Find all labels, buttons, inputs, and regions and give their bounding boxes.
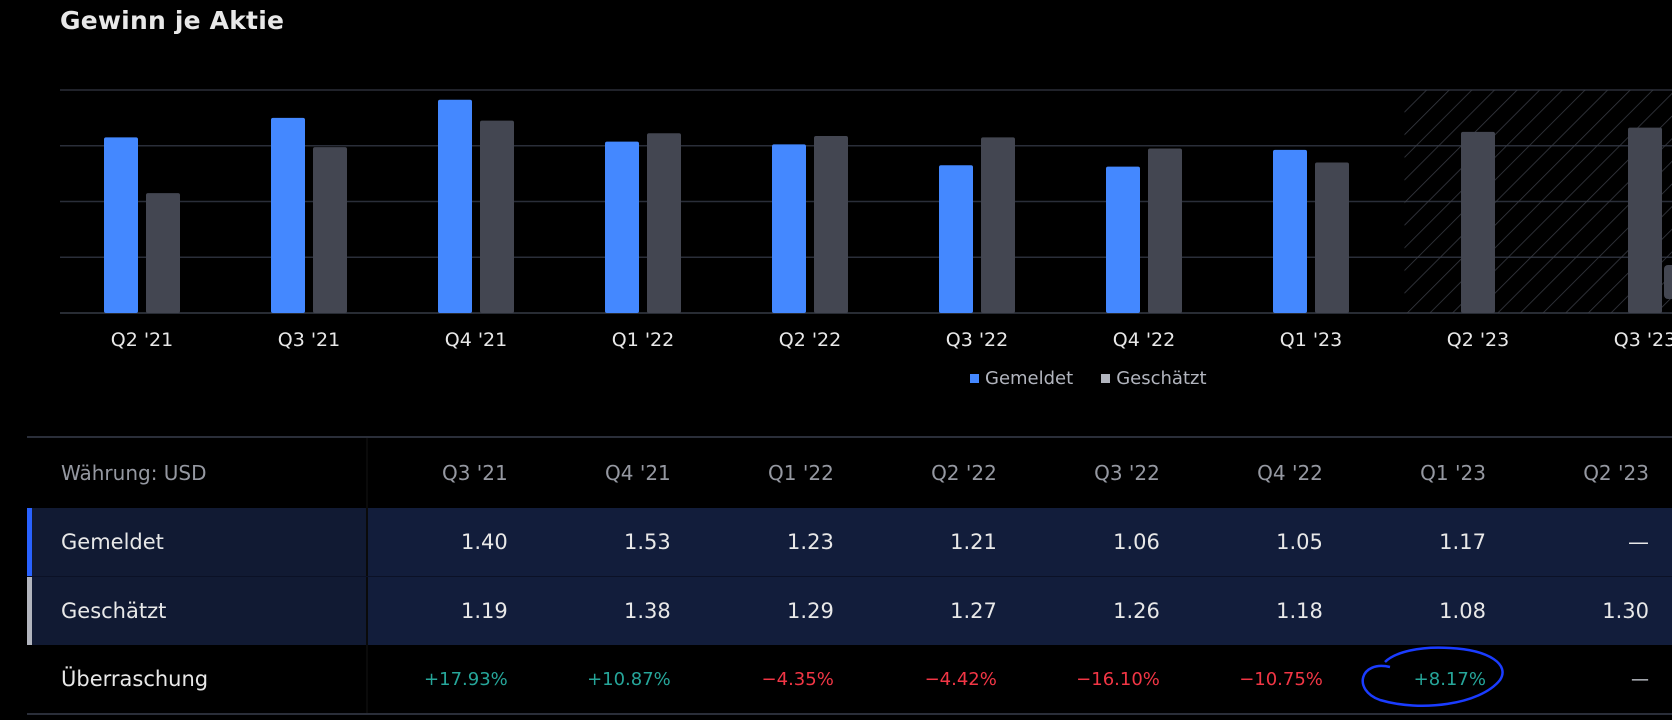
bar-estimated [647, 133, 681, 313]
table-cell: 1.18 [1276, 599, 1323, 623]
bar-estimated [1148, 148, 1182, 313]
currency-label: Währung: USD [27, 438, 368, 508]
table-cell: 1.30 [1602, 599, 1649, 623]
table-cell: 1.19 [460, 599, 508, 623]
x-tick-label: Q1 '23 [1280, 329, 1342, 351]
table-cell: 1.29 [787, 599, 834, 623]
column-header: Q1 '22 [768, 461, 834, 485]
bar-estimated [981, 137, 1015, 313]
bar-estimated [814, 135, 848, 313]
surprise-cell: +17.93% [424, 668, 508, 690]
x-tick-label: Q3 '21 [278, 329, 340, 351]
bar-reported [104, 137, 138, 313]
table-row-reported[interactable]: Gemeldet 1.40 1.53 1.23 1.21 1.06 1.05 1… [27, 508, 1672, 577]
legend-item-estimated[interactable]: Geschätzt [1101, 368, 1207, 389]
x-tick-label: Q1 '22 [612, 329, 674, 351]
column-header: Q3 '21 [441, 461, 508, 485]
table-row-estimated[interactable]: Geschätzt 1.19 1.38 1.29 1.27 1.26 1.18 … [27, 577, 1672, 645]
bar-estimated [1628, 127, 1662, 313]
bar-reported [1106, 166, 1140, 313]
eps-bar-chart: Q2 '21 Q3 '21 Q4 '21 Q1 '22 Q2 '22 Q3 '22 Q4 '… [60, 89, 1672, 351]
x-tick-label: Q4 '21 [445, 329, 507, 351]
column-header: Q4 '21 [605, 461, 671, 485]
column-header: Q2 '23 [1583, 461, 1649, 485]
legend-swatch-reported [970, 374, 979, 383]
table-cell: — [1627, 530, 1649, 554]
surprise-cell: −10.75% [1239, 668, 1323, 690]
bar-reported [438, 99, 472, 313]
x-tick-label: Q2 '22 [779, 329, 841, 351]
bar-estimated [146, 193, 180, 313]
table-cell: 1.08 [1439, 599, 1486, 623]
legend-item-reported[interactable]: Gemeldet [970, 368, 1073, 389]
surprise-cell: −4.42% [924, 668, 997, 690]
table-row-surprise[interactable]: Überraschung +17.93% +10.87% −4.35% −4.4… [27, 645, 1672, 715]
tooltip-tab [1664, 265, 1672, 299]
table-cell: 1.06 [1113, 530, 1160, 554]
bar-estimated [1315, 162, 1349, 313]
row-label-reported: Gemeldet [27, 508, 368, 576]
eps-table: Währung: USD Q3 '21 Q4 '21 Q1 '22 Q2 '22… [27, 436, 1672, 715]
column-header: Q2 '22 [931, 461, 997, 485]
column-header: Q3 '22 [1094, 461, 1160, 485]
surprise-cell: — [1630, 668, 1649, 690]
bar-reported [271, 117, 305, 313]
bar-reported [939, 165, 973, 313]
table-cell: 1.26 [1113, 599, 1160, 623]
column-header: Q1 '23 [1420, 461, 1486, 485]
chart-legend: Gemeldet Geschätzt [970, 368, 1207, 389]
x-tick-label: Q3 '22 [946, 329, 1008, 351]
table-cell: 1.17 [1439, 530, 1486, 554]
legend-label-estimated: Geschätzt [1116, 368, 1207, 389]
surprise-cell: +10.87% [587, 668, 671, 690]
bar-estimated [480, 120, 514, 313]
surprise-cell: −16.10% [1076, 668, 1160, 690]
legend-swatch-estimated [1101, 374, 1111, 383]
bar-reported [605, 141, 639, 313]
x-tick-label: Q3 '23 [1614, 329, 1672, 351]
table-cell: 1.27 [950, 599, 997, 623]
table-cell: 1.21 [950, 530, 997, 554]
legend-label-reported: Gemeldet [985, 368, 1074, 389]
forecast-hatch-region [1404, 90, 1672, 313]
bar-estimated [1461, 131, 1495, 313]
x-tick-label: Q4 '22 [1113, 329, 1175, 351]
table-cell: 1.40 [460, 530, 508, 554]
column-header: Q4 '22 [1257, 461, 1323, 485]
bar-estimated [313, 147, 347, 313]
table-cell: 1.23 [787, 530, 834, 554]
x-tick-label: Q2 '21 [111, 329, 173, 351]
table-header-row: Währung: USD Q3 '21 Q4 '21 Q1 '22 Q2 '22… [27, 438, 1672, 508]
surprise-cell-highlighted: +8.17% [1413, 668, 1486, 690]
x-tick-label: Q2 '23 [1447, 329, 1509, 351]
table-cell: 1.05 [1276, 530, 1323, 554]
table-cell: 1.38 [624, 599, 671, 623]
chart-title: Gewinn je Aktie [60, 6, 285, 35]
table-cell: 1.53 [624, 530, 671, 554]
row-label-estimated: Geschätzt [27, 577, 368, 645]
bar-reported [772, 144, 806, 313]
surprise-cell: −4.35% [761, 668, 834, 690]
row-label-surprise: Überraschung [27, 645, 368, 713]
bar-reported [1273, 149, 1307, 313]
